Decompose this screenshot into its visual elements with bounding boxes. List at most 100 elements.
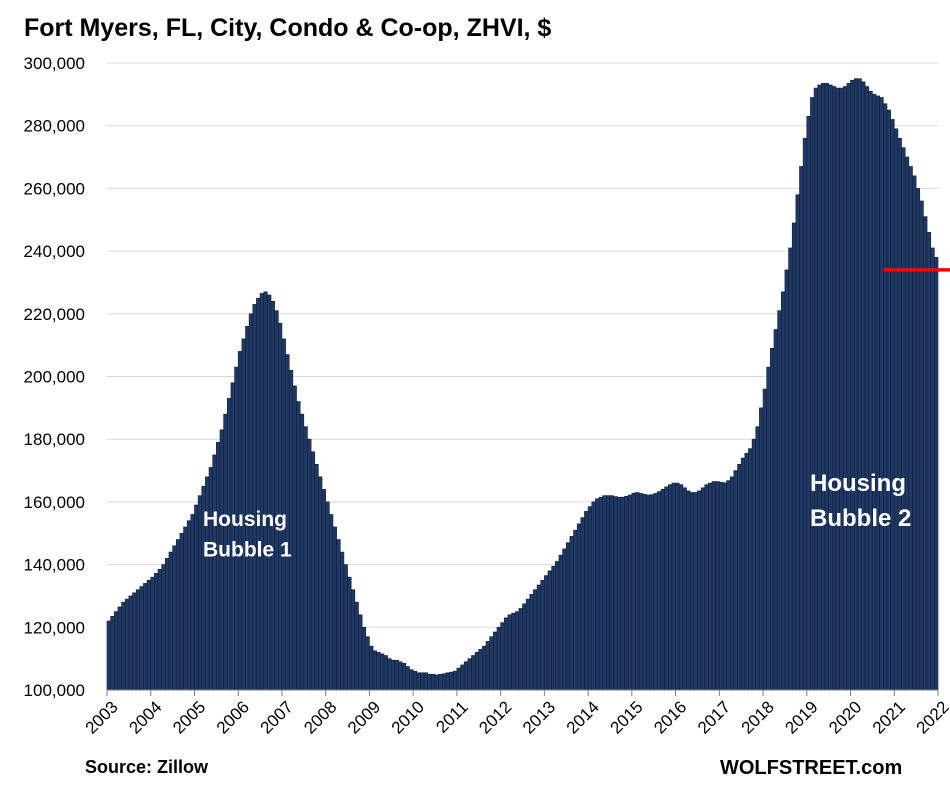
bar: [777, 310, 782, 691]
y-tick-label: 300,000: [24, 54, 85, 73]
y-tick-label: 260,000: [24, 179, 85, 198]
bar: [135, 589, 141, 691]
bar: [310, 451, 316, 691]
bar: [631, 492, 636, 691]
bar: [124, 598, 130, 691]
bar: [267, 294, 272, 691]
bar: [161, 564, 166, 691]
bar: [737, 463, 742, 691]
bar: [106, 620, 111, 691]
x-tick-label: 2004: [125, 697, 165, 737]
bar: [507, 614, 512, 691]
bar: [150, 576, 155, 691]
bar: [493, 631, 498, 691]
bar: [875, 95, 880, 691]
bar: [194, 504, 199, 691]
bar: [934, 257, 939, 691]
bar: [602, 495, 607, 691]
bar: [117, 606, 122, 691]
bar: [697, 490, 702, 691]
bar: [715, 481, 720, 691]
annotation-label: Bubble 1: [203, 538, 292, 561]
x-tick-label: 2010: [388, 697, 428, 737]
bar: [890, 119, 895, 691]
bar: [427, 674, 432, 691]
bar: [121, 601, 126, 691]
bar: [336, 539, 341, 691]
bar: [919, 200, 924, 691]
y-tick-label: 240,000: [24, 242, 85, 261]
bar: [438, 674, 443, 691]
bar: [168, 551, 173, 691]
bar: [609, 495, 614, 691]
y-tick-label: 280,000: [24, 117, 85, 136]
bar: [434, 674, 439, 691]
bar: [675, 482, 680, 691]
bar: [766, 366, 771, 691]
bar: [347, 576, 352, 691]
bar: [883, 103, 888, 691]
bar: [467, 658, 472, 691]
bar: [686, 490, 691, 691]
chart-title: Fort Myers, FL, City, Condo & Co-op, ZHV…: [24, 14, 552, 42]
bar: [339, 551, 345, 691]
x-tick-label: 2012: [475, 697, 515, 737]
bar: [562, 548, 567, 691]
bar: [514, 611, 520, 691]
x-tick-label: 2016: [650, 697, 690, 737]
bar: [831, 86, 837, 691]
bar: [445, 672, 450, 691]
bar: [139, 586, 144, 691]
x-tick-label: 2013: [519, 697, 559, 737]
y-tick-label: 180,000: [24, 430, 85, 449]
bar: [456, 667, 461, 691]
bar: [759, 407, 764, 691]
bar: [288, 369, 294, 691]
bar: [751, 438, 757, 691]
bar: [719, 481, 724, 691]
bar: [598, 496, 603, 691]
bar: [354, 601, 359, 691]
bar: [212, 454, 217, 691]
bar: [380, 653, 385, 691]
bar: [817, 84, 822, 691]
bar: [423, 672, 429, 691]
bar: [522, 603, 527, 691]
bar: [624, 495, 629, 691]
bar: [299, 413, 305, 691]
bar: [303, 426, 308, 691]
y-tick-label: 220,000: [24, 305, 85, 324]
x-tick-label: 2014: [563, 697, 603, 737]
bar: [915, 188, 921, 691]
bar: [256, 297, 261, 691]
bar: [485, 641, 490, 691]
bar: [700, 487, 706, 691]
bar: [332, 526, 337, 691]
bar: [208, 467, 213, 691]
bar: [791, 222, 797, 691]
bar: [770, 347, 775, 691]
bar: [813, 87, 819, 691]
bar: [186, 520, 192, 691]
bar: [799, 166, 804, 691]
annotation-label: Housing: [203, 508, 287, 531]
bar: [744, 453, 749, 691]
bar: [482, 645, 487, 691]
bar: [901, 147, 906, 691]
bar: [489, 636, 494, 691]
bar: [449, 671, 454, 691]
x-tick-label: 2018: [738, 697, 778, 737]
x-tick-label: 2015: [606, 697, 646, 737]
x-tick-label: 2006: [213, 697, 253, 737]
bar: [536, 584, 542, 691]
bar: [653, 493, 658, 691]
bar: [128, 595, 133, 691]
bar: [401, 663, 407, 691]
bar: [154, 573, 159, 691]
bar: [442, 673, 447, 691]
bar: [478, 648, 483, 691]
bar: [350, 589, 356, 691]
bar: [839, 87, 844, 691]
bar: [606, 495, 611, 691]
bar: [558, 554, 563, 691]
